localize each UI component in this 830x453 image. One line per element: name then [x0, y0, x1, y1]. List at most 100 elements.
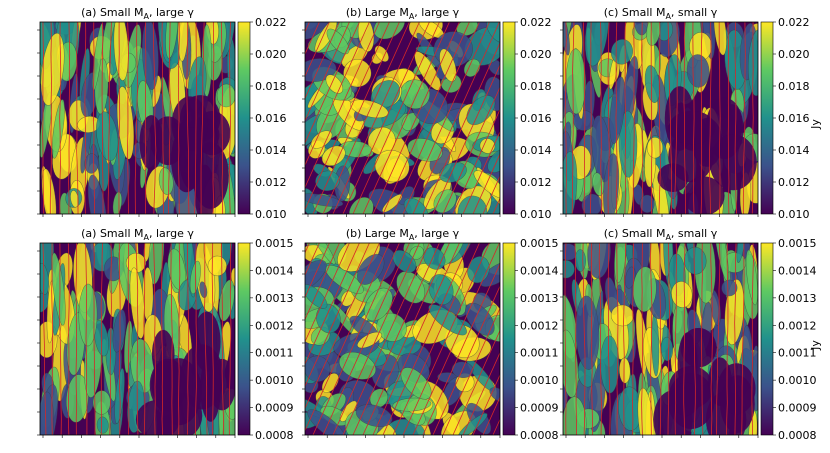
- heatmap-cell: [373, 22, 406, 40]
- field-line: [75, 243, 78, 435]
- field-line: [452, 329, 500, 435]
- field-line: [674, 243, 678, 435]
- colorbar-tick-label: 0.0012: [520, 319, 559, 332]
- colorbar: [760, 242, 774, 436]
- colorbar-tick-label: 0.022: [778, 16, 810, 29]
- colorbar-tick-label: 0.020: [520, 48, 552, 61]
- heatmap-cell: [660, 336, 674, 362]
- field-line: [153, 243, 156, 435]
- field-line: [352, 243, 440, 435]
- field-line: [144, 22, 147, 214]
- heatmap-cell: [84, 153, 99, 174]
- heatmap-cell: [96, 111, 119, 162]
- field-line: [658, 22, 661, 214]
- field-line: [312, 243, 400, 435]
- field-line: [161, 22, 164, 214]
- field-line: [600, 22, 603, 214]
- field-line: [194, 22, 197, 214]
- field-line: [624, 22, 627, 214]
- field-line: [352, 22, 440, 214]
- panel-title: (c) Small MA, small γ: [604, 227, 718, 242]
- colorbar-tick-label: 0.0012: [255, 319, 294, 332]
- field-line: [392, 243, 480, 435]
- heatmap-cell: [407, 138, 443, 162]
- heatmap-cell: [614, 243, 627, 283]
- colorbar: [502, 21, 516, 215]
- field-line: [650, 22, 653, 214]
- field-line: [482, 175, 500, 214]
- field-line: [710, 243, 713, 435]
- colorbar-tick-label: 0.014: [520, 144, 552, 157]
- field-line: [177, 22, 180, 214]
- field-line: [412, 243, 500, 435]
- field-line: [305, 243, 340, 321]
- plot-frame: [304, 21, 501, 215]
- heatmap-cell: [467, 256, 490, 284]
- field-line: [127, 243, 130, 435]
- field-line: [623, 243, 626, 435]
- colorbar-tick-label: 0.0009: [778, 402, 817, 415]
- colorbar-tick-label: 0.0015: [255, 237, 294, 250]
- field-line: [59, 243, 62, 435]
- field-line: [372, 22, 460, 214]
- magnetic-field-lines: [42, 243, 232, 435]
- field-line: [305, 22, 370, 167]
- field-line: [472, 153, 500, 214]
- heatmap-cell: [326, 28, 350, 55]
- plot-frame: [562, 242, 759, 436]
- field-line: [382, 22, 470, 214]
- field-line: [590, 243, 594, 435]
- heatmap-cell: [165, 22, 179, 59]
- field-line: [93, 243, 96, 435]
- field-line: [659, 243, 662, 435]
- field-line: [305, 22, 380, 189]
- field-line: [220, 22, 224, 214]
- plot-frame: [39, 21, 236, 215]
- colorbar-tick-label: 0.018: [778, 80, 810, 93]
- field-line: [178, 243, 181, 435]
- panel-title: (a) Small MA, large γ: [81, 6, 194, 21]
- field-line: [372, 243, 460, 435]
- colorbar: [502, 242, 516, 436]
- heatmap-cell: [40, 391, 54, 435]
- colorbar-tick-label: 0.0008: [520, 429, 559, 442]
- colorbar-tick-label: 0.0008: [255, 429, 294, 442]
- colorbar-tick-label: 0.018: [520, 80, 552, 93]
- heatmap-cell: [563, 151, 578, 214]
- field-line: [67, 243, 70, 435]
- field-line: [49, 22, 52, 214]
- heatmap-field: [563, 22, 758, 214]
- field-line: [598, 243, 602, 435]
- heatmap-cell: [177, 22, 189, 62]
- colorbar-tick-label: 0.022: [255, 16, 287, 29]
- heatmap-cell: [305, 58, 337, 82]
- field-line: [616, 243, 619, 435]
- heatmap-cell: [618, 110, 638, 178]
- plot-frame: [304, 242, 501, 436]
- heatmap-cell: [307, 409, 346, 435]
- field-line: [482, 396, 500, 435]
- heatmap-cell: [339, 351, 377, 380]
- heatmap-cell: [574, 249, 586, 272]
- field-line: [305, 22, 360, 144]
- heatmap-cell: [433, 189, 457, 214]
- colorbar-tick-label: 0.0014: [255, 264, 294, 277]
- colorbar: [237, 242, 251, 436]
- colorbar-tick-label: 0.0013: [778, 292, 817, 305]
- field-line: [305, 243, 380, 410]
- heatmap-cell: [713, 22, 727, 56]
- heatmap-cell: [610, 304, 634, 327]
- heatmap-cell: [563, 396, 587, 435]
- heatmap-cell: [51, 252, 66, 326]
- field-line: [342, 22, 430, 214]
- heatmap-cell: [680, 327, 717, 368]
- heatmap-cell: [473, 170, 500, 199]
- heatmap-cell: [639, 194, 655, 213]
- heatmap-cell: [486, 22, 500, 44]
- magnetic-field-lines: [305, 243, 500, 435]
- field-line: [582, 22, 586, 214]
- heatmap-cell: [609, 76, 626, 144]
- field-line: [212, 22, 215, 214]
- heatmap-cell: [200, 354, 221, 422]
- field-line: [650, 243, 653, 435]
